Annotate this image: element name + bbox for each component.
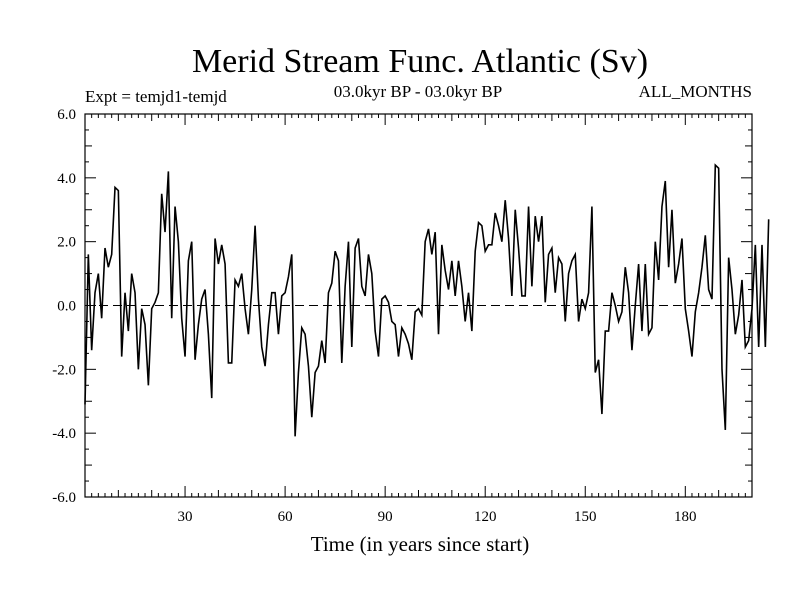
series-line — [84, 163, 770, 437]
x-axis-label: Time (in years since start) — [311, 532, 530, 556]
y-tick-label: -6.0 — [52, 490, 76, 506]
chart-subtitle-center: 03.0kyr BP - 03.0kyr BP — [334, 82, 502, 101]
x-tick-label: 180 — [674, 509, 697, 525]
y-tick-label: -2.0 — [52, 362, 76, 378]
plot-frame — [84, 113, 753, 498]
y-tick-label: 0.0 — [57, 299, 76, 315]
chart-subtitle-left: Expt = temjd1-temjd — [85, 87, 227, 106]
chart-title: Merid Stream Func. Atlantic (Sv) — [192, 43, 648, 80]
y-tick-label: 2.0 — [57, 235, 76, 251]
x-tick-label: 60 — [278, 509, 293, 525]
chart-subtitle-right: ALL_MONTHS — [639, 82, 752, 101]
x-tick-label: 150 — [574, 509, 597, 525]
y-tick-label: 4.0 — [57, 171, 76, 187]
axis-tick-labels: 30 60 90 120 150 180 -6.0 -4.0 -2.0 0.0 2.0 4.0 6.0 — [52, 107, 696, 525]
y-tick-label: 6.0 — [57, 107, 76, 123]
x-tick-label: 30 — [178, 509, 193, 525]
x-tick-label: 120 — [474, 509, 497, 525]
y-tick-label: -4.0 — [52, 426, 76, 442]
x-tick-label: 90 — [378, 509, 393, 525]
